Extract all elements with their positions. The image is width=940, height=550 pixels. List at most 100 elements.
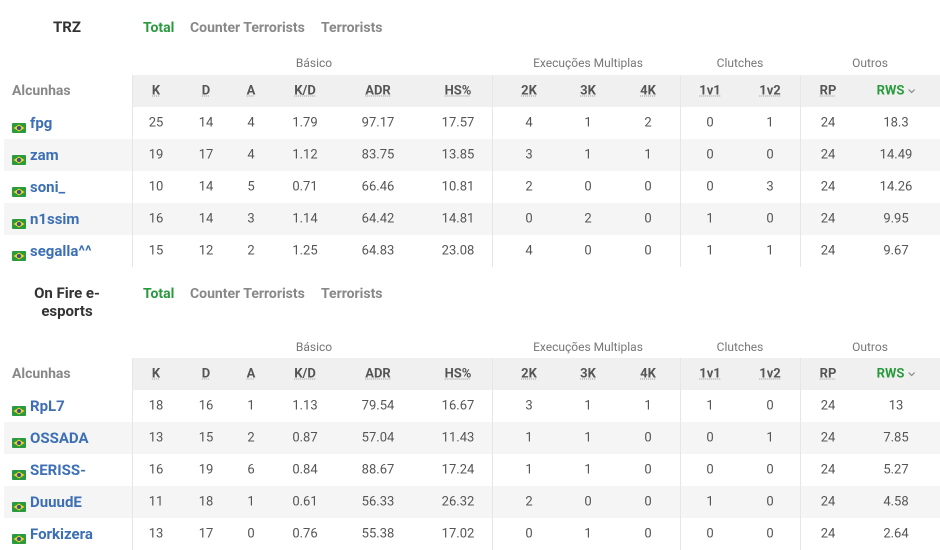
column-header[interactable]: K	[151, 83, 161, 99]
stat-cell: 0	[706, 147, 714, 163]
stat-cell: 0	[766, 494, 774, 510]
flag-icon	[12, 401, 26, 416]
team-tab[interactable]: Counter Terrorists	[190, 20, 305, 36]
sort-caret	[907, 88, 915, 93]
player-name[interactable]: zam	[30, 146, 59, 164]
stat-cell: 66.46	[361, 179, 395, 195]
stat-cell: 18	[148, 398, 164, 414]
player-name[interactable]: OSSADA	[30, 429, 89, 447]
flag	[12, 187, 26, 197]
player-name[interactable]: segalla^^	[30, 242, 92, 260]
column-group: Outros	[852, 340, 888, 354]
column-header[interactable]: 1v2	[759, 366, 781, 382]
stat-cell: 0	[766, 526, 774, 542]
player-name[interactable]: fpg	[30, 114, 53, 132]
column-header[interactable]: ADR	[365, 83, 391, 99]
column-header[interactable]: ADR	[365, 366, 391, 382]
column-header[interactable]: 3K	[580, 366, 596, 382]
column-header[interactable]: K	[151, 366, 161, 382]
player-name[interactable]: DuuudE	[30, 493, 82, 511]
stat-cell: 0	[644, 494, 652, 510]
stat-cell: 83.75	[361, 147, 395, 163]
column-header[interactable]: HS%	[444, 83, 472, 99]
column-header[interactable]: 3K	[580, 83, 596, 99]
stat-cell: 7.85	[883, 430, 909, 446]
column-header[interactable]: K/D	[294, 366, 316, 382]
stat-cell: 4	[525, 115, 533, 131]
stat-cell: 55.38	[361, 526, 395, 542]
column-header[interactable]: D	[201, 366, 211, 382]
player-name[interactable]: Forkizera	[30, 525, 93, 543]
column-divider	[492, 75, 493, 267]
stat-cell: 14	[198, 115, 214, 131]
team-tab[interactable]: Terrorists	[321, 286, 383, 302]
stat-cell: 0	[706, 115, 714, 131]
stat-cell: 0.61	[292, 494, 318, 510]
stat-cell: 0	[644, 526, 652, 542]
team-tab[interactable]: Terrorists	[321, 20, 383, 36]
column-divider	[680, 358, 681, 550]
stat-cell: 56.33	[361, 494, 395, 510]
column-divider	[800, 75, 801, 267]
column-header[interactable]: A	[246, 83, 256, 99]
stat-cell: 5	[247, 179, 255, 195]
column-header[interactable]: 1v1	[699, 83, 721, 99]
stat-cell: 17	[198, 526, 214, 542]
flag	[12, 438, 26, 448]
stat-cell: 4	[247, 115, 255, 131]
column-header[interactable]: 1v1	[699, 366, 721, 382]
stat-cell: 24	[820, 494, 836, 510]
column-header[interactable]: K/D	[294, 83, 316, 99]
stat-cell: 1	[584, 115, 592, 131]
column-header[interactable]: RP	[819, 366, 837, 382]
table-row	[4, 422, 940, 454]
column-header[interactable]: RP	[819, 83, 837, 99]
column-header[interactable]: 4K	[640, 366, 656, 382]
stat-cell: 16	[148, 462, 164, 478]
column-group: Execuções Multiplas	[533, 56, 643, 70]
flag	[12, 534, 26, 544]
player-name[interactable]: RpL7	[30, 397, 65, 415]
stat-cell: 0	[766, 398, 774, 414]
team-tab[interactable]: Total	[143, 286, 175, 302]
stat-cell: 2	[247, 430, 255, 446]
stat-cell: 3	[247, 211, 255, 227]
stat-cell: 0	[706, 462, 714, 478]
stat-cell: 24	[820, 115, 836, 131]
team-tab[interactable]: Total	[143, 20, 175, 36]
player-name[interactable]: soni_	[30, 178, 66, 196]
column-header[interactable]: RWS	[877, 367, 916, 382]
stat-cell: 13.85	[441, 147, 475, 163]
column-header[interactable]: 4K	[640, 83, 656, 99]
stat-cell: 1.79	[292, 115, 318, 131]
column-header[interactable]: 1v2	[759, 83, 781, 99]
stat-cell: 0	[706, 179, 714, 195]
stat-cell: 1	[584, 430, 592, 446]
stat-cell: 0	[584, 494, 592, 510]
column-header[interactable]: 2K	[521, 83, 537, 99]
stat-cell: 1	[525, 430, 533, 446]
column-group: Básico	[295, 56, 333, 70]
column-header[interactable]: A	[246, 366, 256, 382]
stat-cell: 1	[247, 398, 255, 414]
column-header[interactable]: 2K	[521, 366, 537, 382]
stat-cell: 0	[525, 526, 533, 542]
stat-cell: 0	[706, 526, 714, 542]
stat-cell: 18	[198, 494, 214, 510]
stat-cell: 0	[706, 430, 714, 446]
player-name[interactable]: n1ssim	[30, 210, 80, 228]
flag	[12, 155, 26, 165]
stat-cell: 25	[148, 115, 164, 131]
team-tab[interactable]: Counter Terrorists	[190, 286, 305, 302]
stat-cell: 0	[644, 462, 652, 478]
player-name[interactable]: SERISS-	[30, 461, 87, 479]
stat-cell: 1.14	[292, 211, 318, 227]
stat-cell: 23.08	[441, 243, 475, 259]
column-header[interactable]: D	[201, 83, 211, 99]
column-header[interactable]: RWS	[877, 84, 916, 99]
stat-cell: 11.43	[441, 430, 475, 446]
stat-cell: 0	[766, 211, 774, 227]
stat-cell: 26.32	[441, 494, 475, 510]
stat-cell: 2	[247, 243, 255, 259]
column-header[interactable]: HS%	[444, 366, 472, 382]
